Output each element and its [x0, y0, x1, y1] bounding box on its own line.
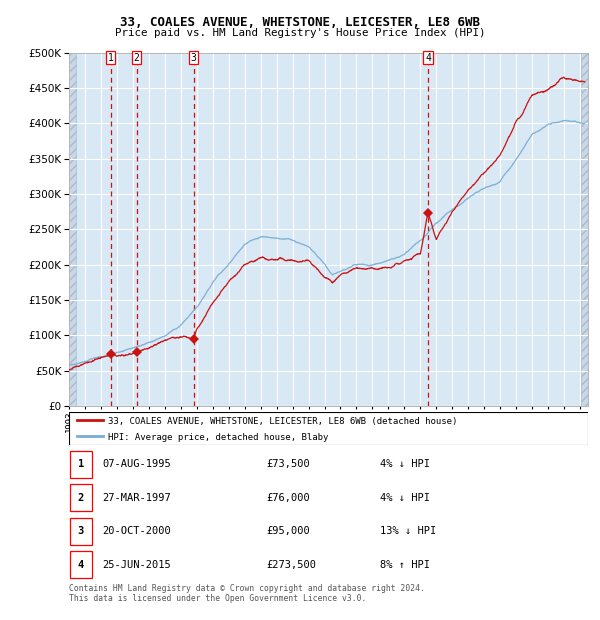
- Text: £73,500: £73,500: [266, 459, 310, 469]
- Bar: [581, 53, 588, 406]
- Text: £95,000: £95,000: [266, 526, 310, 536]
- Text: £76,000: £76,000: [266, 493, 310, 503]
- Text: 25-JUN-2015: 25-JUN-2015: [103, 560, 172, 570]
- Bar: [69, 53, 76, 406]
- Text: Price paid vs. HM Land Registry's House Price Index (HPI): Price paid vs. HM Land Registry's House …: [115, 28, 485, 38]
- Text: 4: 4: [425, 53, 431, 63]
- Text: 20-OCT-2000: 20-OCT-2000: [103, 526, 172, 536]
- Text: Contains HM Land Registry data © Crown copyright and database right 2024.
This d: Contains HM Land Registry data © Crown c…: [69, 584, 425, 603]
- Text: 2: 2: [78, 493, 84, 503]
- Text: 2: 2: [134, 53, 139, 63]
- Text: 3: 3: [191, 53, 196, 63]
- Text: £273,500: £273,500: [266, 560, 316, 570]
- Bar: [69, 53, 76, 406]
- Bar: [70, 518, 92, 545]
- Text: 1: 1: [78, 459, 84, 469]
- Bar: [70, 451, 92, 478]
- Text: 4: 4: [78, 560, 84, 570]
- Text: 33, COALES AVENUE, WHETSTONE, LEICESTER, LE8 6WB: 33, COALES AVENUE, WHETSTONE, LEICESTER,…: [120, 16, 480, 29]
- Text: 33, COALES AVENUE, WHETSTONE, LEICESTER, LE8 6WB (detached house): 33, COALES AVENUE, WHETSTONE, LEICESTER,…: [108, 417, 457, 426]
- Text: HPI: Average price, detached house, Blaby: HPI: Average price, detached house, Blab…: [108, 433, 328, 442]
- Text: 13% ↓ HPI: 13% ↓ HPI: [380, 526, 437, 536]
- Bar: [70, 484, 92, 512]
- Text: 3: 3: [78, 526, 84, 536]
- Text: 4% ↓ HPI: 4% ↓ HPI: [380, 493, 430, 503]
- Bar: [70, 551, 92, 578]
- Text: 1: 1: [107, 53, 113, 63]
- Text: 8% ↑ HPI: 8% ↑ HPI: [380, 560, 430, 570]
- Text: 07-AUG-1995: 07-AUG-1995: [103, 459, 172, 469]
- Bar: [581, 53, 588, 406]
- Text: 4% ↓ HPI: 4% ↓ HPI: [380, 459, 430, 469]
- Text: 27-MAR-1997: 27-MAR-1997: [103, 493, 172, 503]
